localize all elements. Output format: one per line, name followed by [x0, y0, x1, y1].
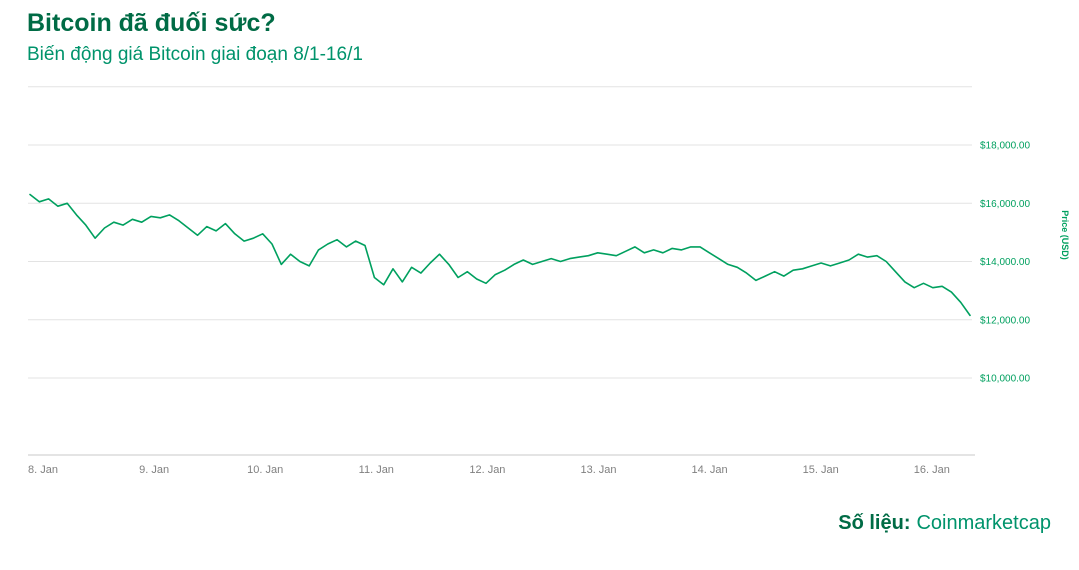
y-axis-tick-label: $10,000.00: [980, 374, 1030, 385]
x-axis-tick-label: 16. Jan: [914, 464, 950, 476]
source-label: Số liệu:: [838, 512, 911, 534]
source-value: Coinmarketcap: [916, 512, 1051, 534]
y-axis-tick-label: $18,000.00: [980, 141, 1030, 152]
x-axis-tick-label: 11. Jan: [359, 464, 394, 476]
x-axis-tick-label: 8. Jan: [28, 464, 58, 476]
bitcoin-price-line: [29, 193, 971, 317]
y-axis-tick-label: $14,000.00: [980, 257, 1030, 268]
chart-title: Bitcoin đã đuối sức?: [27, 9, 276, 37]
x-axis-tick-label: 10. Jan: [247, 464, 283, 476]
x-axis-tick-label: 14. Jan: [692, 464, 728, 476]
x-axis-tick-label: 12. Jan: [469, 464, 505, 476]
y-axis-title: Price (USD): [1060, 210, 1070, 260]
y-axis-tick-label: $12,000.00: [980, 315, 1030, 326]
x-axis-tick-label: 13. Jan: [580, 464, 616, 476]
x-axis-tick-label: 15. Jan: [803, 464, 839, 476]
chart-subtitle: Biến động giá Bitcoin giai đoạn 8/1-16/1: [27, 44, 363, 66]
chart-header: Bitcoin đã đuối sức? Biến động giá Bitco…: [27, 8, 363, 66]
x-axis-tick-label: 9. Jan: [139, 464, 169, 476]
source-attribution: Số liệu: Coinmarketcap: [838, 512, 1051, 535]
y-axis-tick-label: $16,000.00: [980, 199, 1030, 210]
